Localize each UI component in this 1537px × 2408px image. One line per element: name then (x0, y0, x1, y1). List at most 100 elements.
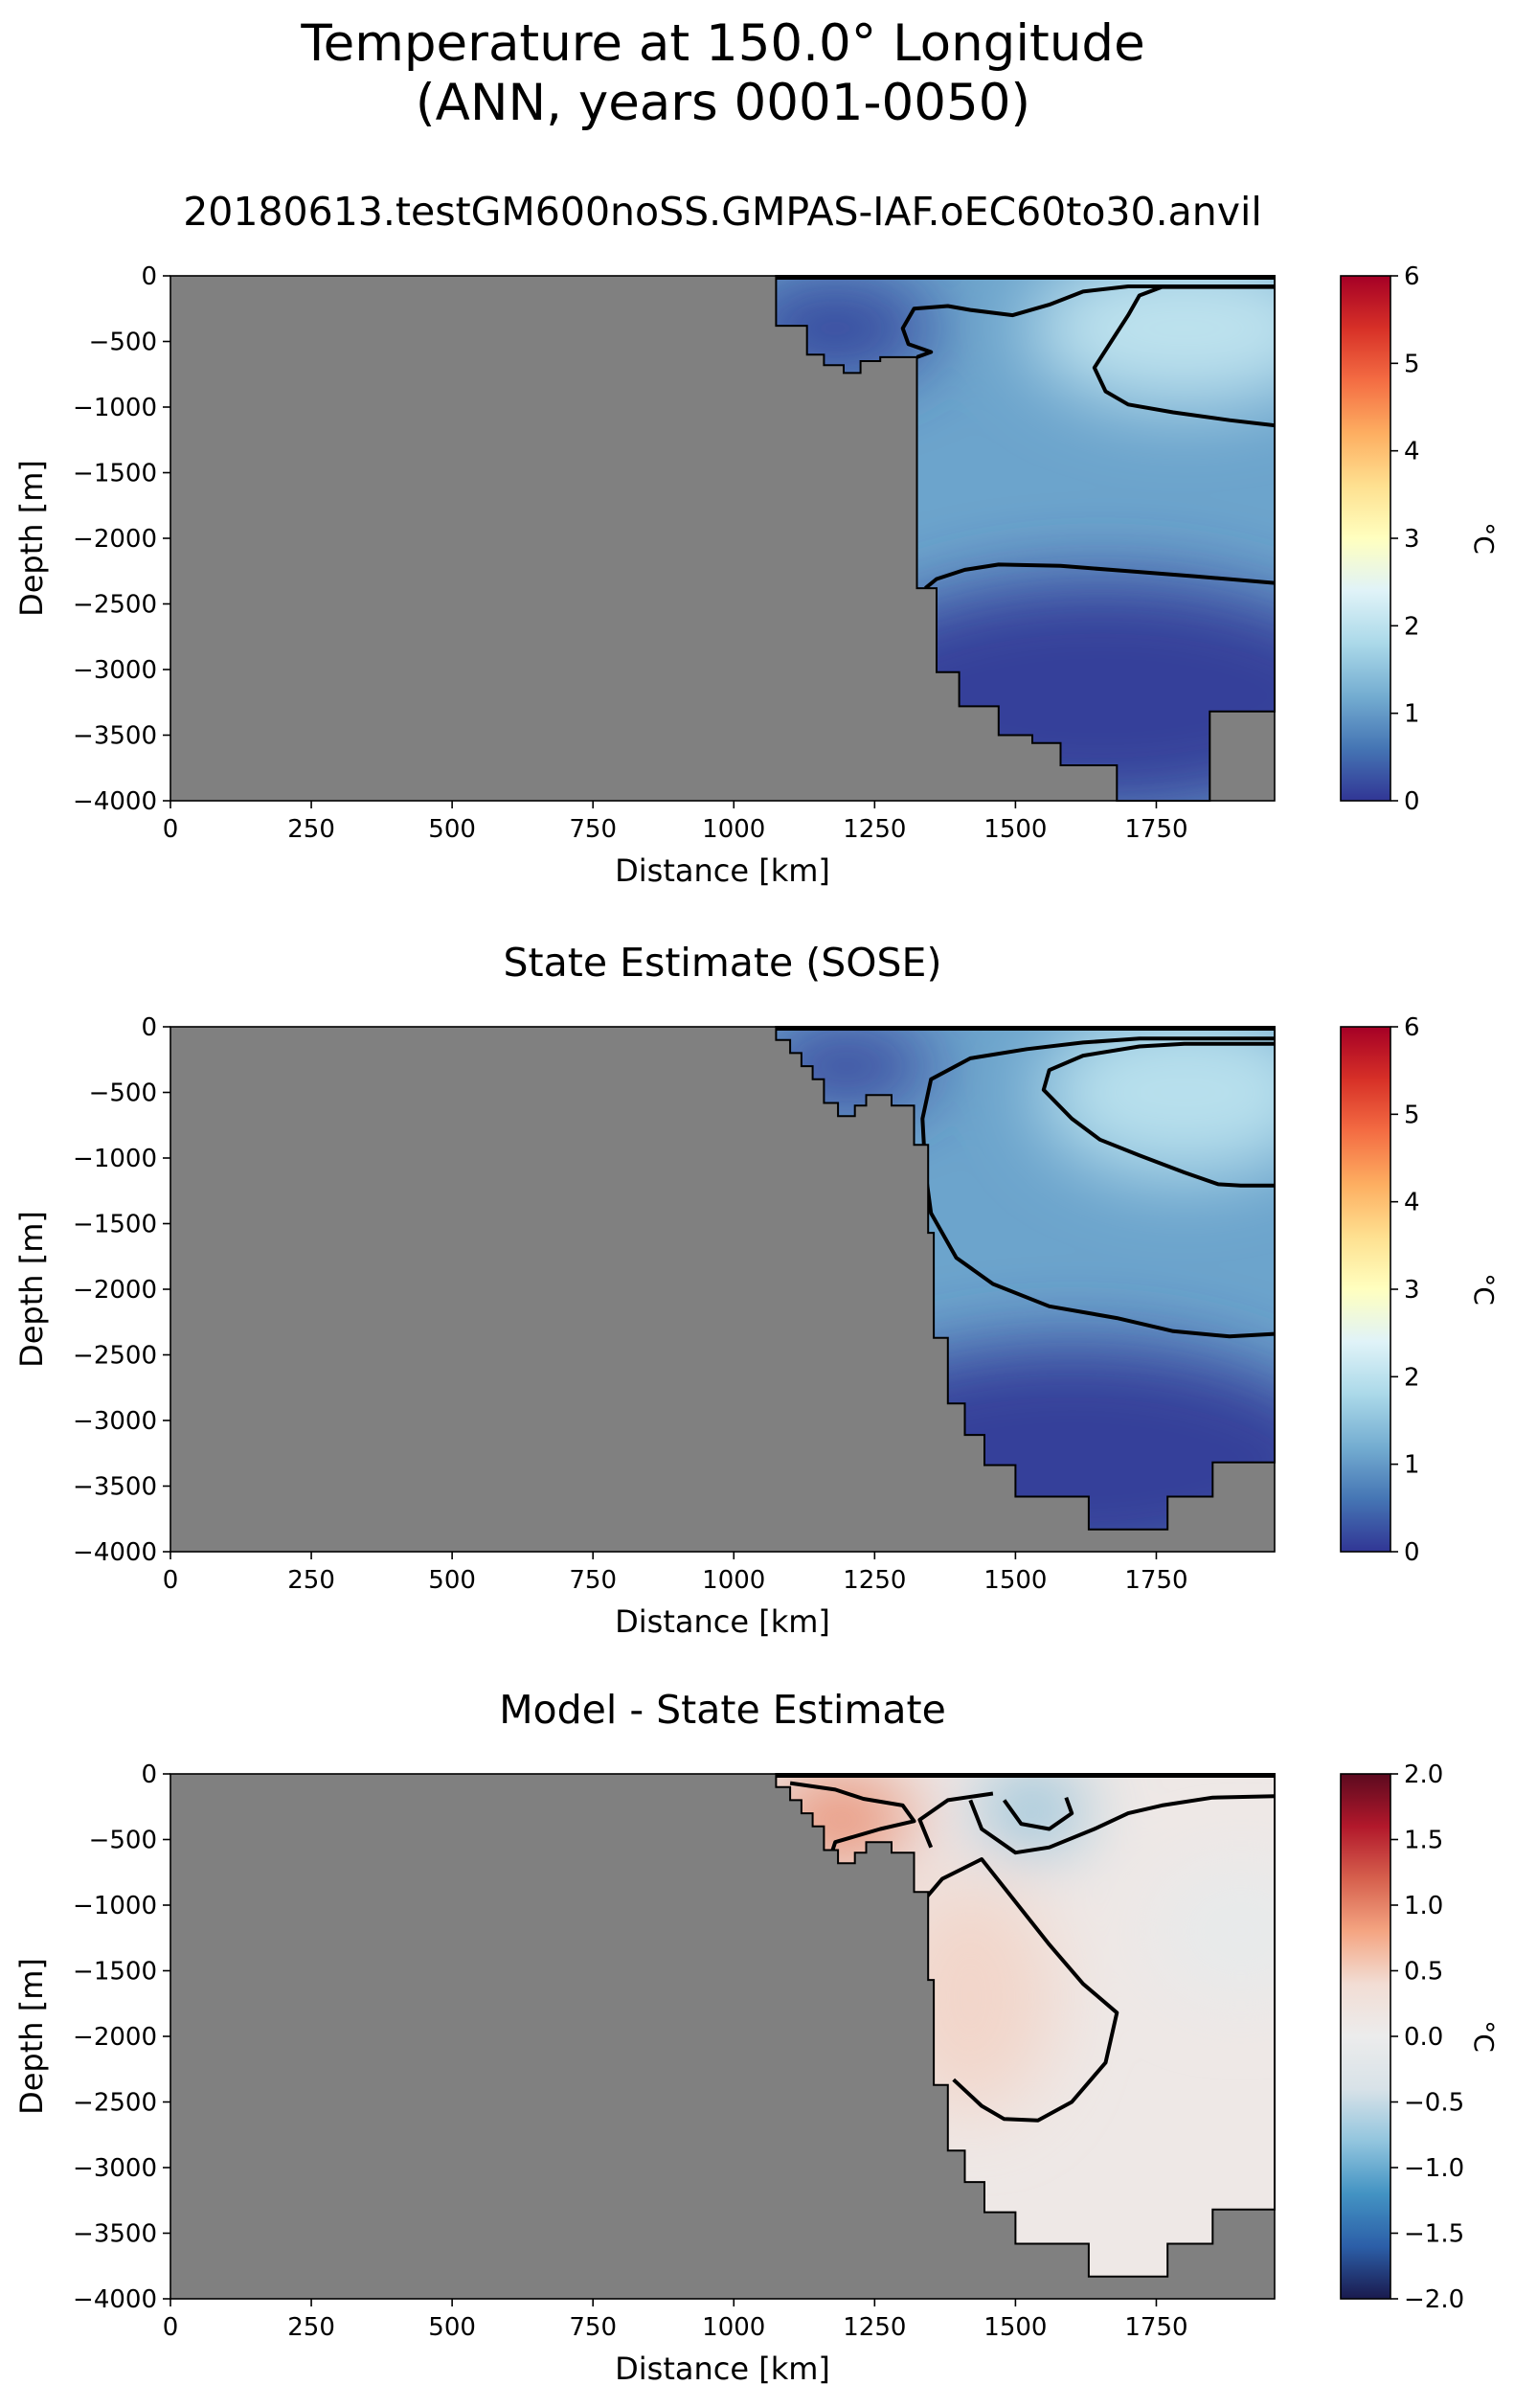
surface-line (776, 1027, 1275, 1031)
y-tick-label: 0 (141, 262, 157, 291)
y-tick-label: −3500 (73, 1473, 157, 1502)
y-tick-label: −1000 (73, 1892, 157, 1920)
colorbar-tick-label: 4 (1404, 438, 1420, 466)
x-tick-label: 750 (569, 2313, 617, 2342)
y-tick-label: −2000 (73, 1276, 157, 1305)
y-axis-label: Depth [m] (13, 1958, 50, 2115)
field-anomaly (982, 1776, 1083, 1845)
x-tick-label: 0 (163, 2313, 179, 2342)
colorbar-tick-label: 2 (1404, 612, 1420, 641)
colorbar-tick-label: 2 (1404, 1363, 1420, 1392)
x-tick-label: 500 (428, 815, 476, 844)
colorbar-label: °C (1468, 1273, 1500, 1306)
contour-line (1002, 1797, 1074, 1831)
panel-3-title: Model - State Estimate (499, 1687, 946, 1733)
contour-line (924, 562, 1275, 590)
contour-line (789, 1781, 916, 1860)
x-tick-label: 1500 (983, 2313, 1047, 2342)
panel-2-title: State Estimate (SOSE) (503, 940, 942, 986)
colorbar-tick-label: 5 (1404, 350, 1420, 378)
colorbar-tick-label: 3 (1404, 1276, 1420, 1305)
x-tick-label: 1250 (843, 1566, 906, 1595)
colorbar-tick-label: 4 (1404, 1189, 1420, 1217)
colorbar-tick-label: 2.0 (1404, 1761, 1443, 1789)
y-tick-label: −1000 (73, 1145, 157, 1173)
contour-line (1041, 1041, 1275, 1188)
x-tick-label: 1250 (843, 2313, 906, 2342)
y-tick-label: −1500 (73, 1958, 157, 1987)
y-tick-label: −2000 (73, 525, 157, 554)
x-tick-label: 1750 (1124, 1566, 1187, 1595)
contour-line (917, 1791, 994, 1849)
y-tick-label: −2000 (73, 2023, 157, 2052)
field-anomaly (1156, 1865, 1275, 1997)
x-axis-label: Distance [km] (615, 2351, 830, 2387)
colorbar-tick-label: −0.5 (1404, 2089, 1464, 2118)
x-tick-label: 1250 (843, 815, 906, 844)
colorbar-tick-label: 6 (1404, 1013, 1420, 1042)
colorbar-tick-label: 0.0 (1404, 2023, 1443, 2052)
colorbar-tick-label: −1.5 (1404, 2220, 1464, 2249)
field-anomaly (1037, 1027, 1275, 1178)
x-tick-label: 250 (287, 2313, 335, 2342)
contour-line (900, 284, 1275, 359)
bathymetry-outline (775, 1773, 1276, 2278)
x-tick-label: 0 (163, 1566, 179, 1595)
colorbar-tick-label: 6 (1404, 262, 1420, 291)
x-axis-label: Distance [km] (615, 852, 830, 889)
y-tick-label: −3000 (73, 656, 157, 685)
contour-line (1092, 284, 1275, 428)
y-tick-label: −4000 (73, 1538, 157, 1567)
y-tick-label: −3000 (73, 1407, 157, 1436)
y-tick-label: −500 (89, 1079, 157, 1108)
y-tick-label: −500 (89, 329, 157, 357)
x-tick-label: 1000 (702, 815, 765, 844)
x-tick-label: 500 (428, 1566, 476, 1595)
y-tick-label: −4000 (73, 787, 157, 816)
surface-line (776, 1774, 1275, 1778)
surface-line (776, 276, 1275, 280)
colorbar-tick-label: 1 (1404, 1451, 1420, 1480)
panel-3-chart: 0 250 500 750 1000 1250 1500 1750 0 −500 −1000 −150… (13, 1761, 1500, 2387)
panel-1-chart: 0 2 5 0 500 750 1000 1250 1500 1750 0 −500 −1000 −150… (13, 262, 1500, 889)
y-tick-label: −4000 (73, 2285, 157, 2314)
colorbar-tick-label: 3 (1404, 525, 1420, 554)
x-tick-label: 1500 (983, 815, 1047, 844)
x-tick-label: 250 (287, 1566, 335, 1595)
y-tick-label: −2500 (73, 2089, 157, 2118)
colorbar-tick-label: 0 (1404, 787, 1420, 816)
contour-line (923, 1857, 1119, 2123)
y-tick-label: −3500 (73, 722, 157, 751)
colorbar (1340, 1773, 1391, 2300)
colorbar (1340, 1026, 1391, 1553)
colorbar-tick-label: 1 (1404, 700, 1420, 729)
y-tick-label: −3500 (73, 2220, 157, 2249)
panel-1-title: 20180613.testGM600noSS.GMPAS-IAF.oEC60to… (183, 189, 1262, 235)
y-tick-label: −2500 (73, 1342, 157, 1371)
x-tick-label: 1750 (1124, 815, 1187, 844)
y-tick-label: 0 (141, 1761, 157, 1789)
panel-2-chart: 0 250 500 750 1000 1250 1500 1750 0 −500 −1000 −150… (13, 1013, 1500, 1640)
x-tick-label: 750 (569, 815, 617, 844)
y-tick-label: −1000 (73, 394, 157, 422)
y-tick-label: −500 (89, 1827, 157, 1855)
x-tick-label: 500 (428, 2313, 476, 2342)
x-tick-label: 1500 (983, 1566, 1047, 1595)
x-tick-label: 750 (569, 1566, 617, 1595)
y-tick-label: −1500 (73, 1211, 157, 1239)
y-tick-label: −1500 (73, 460, 157, 488)
temperature-field (776, 276, 1275, 801)
x-tick-label: 1000 (702, 1566, 765, 1595)
bathymetry-outline (775, 1026, 1276, 1531)
colorbar-tick-label: −2.0 (1404, 2285, 1464, 2314)
colorbar-tick-label: 0.5 (1404, 1958, 1443, 1987)
colorbar-tick-label: −1.0 (1404, 2154, 1464, 2183)
y-tick-label: −2500 (73, 591, 157, 620)
y-tick-label: 0 (141, 1013, 157, 1042)
figure-title-line-2: (ANN, years 0001-0050) (415, 74, 1031, 132)
colorbar-label: °C (1468, 2020, 1500, 2053)
x-tick-label: 0 (163, 815, 179, 844)
contour-line (968, 1794, 1275, 1855)
y-axis-label: Depth [m] (13, 460, 50, 617)
x-axis-label: Distance [km] (615, 1603, 830, 1640)
